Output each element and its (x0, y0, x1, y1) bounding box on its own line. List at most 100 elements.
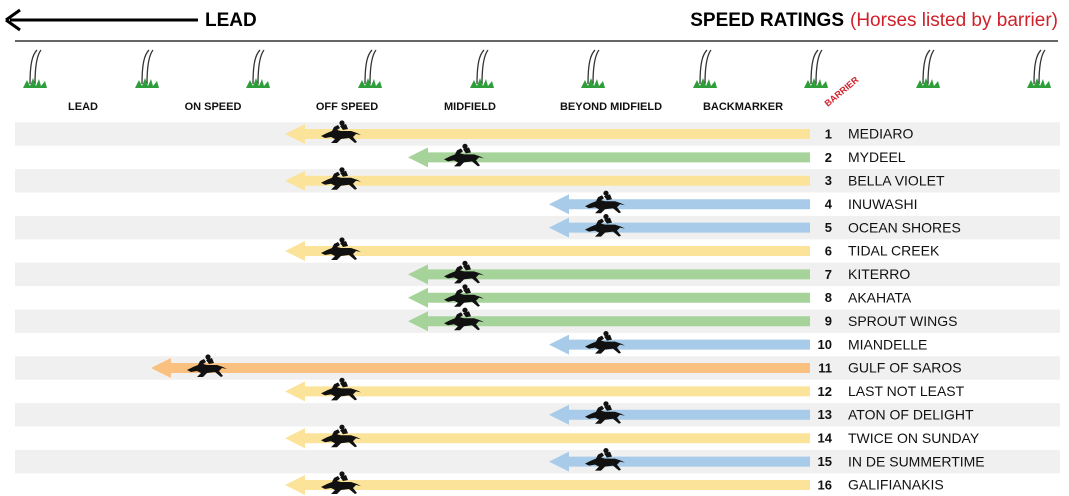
post-stem (587, 49, 600, 85)
jockey (206, 358, 214, 364)
barrier-label: BARRIER (823, 74, 861, 108)
arrow (549, 194, 810, 215)
grass (246, 78, 270, 88)
row: 13 ATON OF DELIGHT (15, 401, 1060, 427)
horse (321, 125, 361, 143)
arrow (408, 147, 810, 168)
post (135, 49, 159, 88)
horse (585, 452, 625, 471)
post (358, 49, 382, 88)
arrow (549, 334, 810, 355)
jockey-head (603, 401, 609, 407)
row: 1 MEDIARO (15, 120, 1060, 146)
horse-name: GULF OF SAROS (848, 360, 962, 376)
grass (470, 78, 494, 88)
column-label: BACKMARKER (703, 101, 783, 113)
grass (23, 78, 47, 88)
horse (321, 242, 361, 260)
grass (358, 78, 382, 88)
horse-name: IN DE SUMMERTIME (848, 453, 985, 469)
arrow (285, 124, 810, 144)
arrow (151, 358, 810, 378)
title: SPEED RATINGS (Horses listed by barrier) (690, 10, 1058, 31)
jockey (340, 124, 348, 130)
grass (916, 78, 940, 88)
barrier-number: 11 (818, 360, 832, 375)
jockey-head (339, 120, 345, 126)
arrow (285, 381, 810, 402)
jockey (340, 475, 348, 481)
arrow (285, 428, 810, 449)
jockey-head (462, 284, 468, 290)
post-stem (476, 49, 489, 85)
grass (804, 78, 828, 88)
jockey (340, 428, 348, 435)
horse (444, 288, 484, 307)
horse (321, 171, 361, 190)
jockey (340, 241, 348, 247)
column-label: ON SPEED (185, 101, 242, 113)
horse (444, 312, 484, 331)
post (916, 49, 940, 88)
horse (321, 429, 361, 448)
row: 14 TWICE ON SUNDAY (285, 424, 980, 449)
jockey-head (462, 307, 468, 313)
jockey-head (462, 260, 468, 266)
horse-name: SPROUT WINGS (848, 313, 957, 329)
post (804, 49, 828, 88)
grass (135, 78, 159, 88)
grass (1027, 78, 1051, 88)
barrier-number: 12 (818, 384, 832, 399)
barrier-number: 5 (825, 220, 832, 235)
arrow (408, 311, 810, 332)
row: 16 GALIFIANAKIS (285, 471, 944, 495)
grass (693, 78, 717, 88)
horse-name: MIANDELLE (848, 336, 927, 352)
row: 4 INUWASHI (549, 190, 917, 215)
post (1027, 49, 1051, 88)
jockey (604, 334, 612, 341)
horse (585, 335, 625, 354)
barrier-number: 4 (825, 197, 833, 212)
post (470, 49, 494, 88)
barrier-number: 16 (818, 477, 832, 492)
jockey (604, 217, 612, 224)
jockey (340, 381, 348, 388)
jockey-head (339, 377, 345, 383)
barrier-number: 3 (825, 173, 832, 188)
column-label: OFF SPEED (316, 101, 378, 113)
arrow (408, 287, 810, 308)
grass (581, 78, 605, 88)
row: 7 KITERRO (15, 260, 1060, 287)
jockey (604, 404, 612, 411)
jockey (463, 287, 471, 294)
subtitle: (Horses listed by barrier) (850, 10, 1058, 31)
title-main: SPEED RATINGS (690, 10, 844, 31)
barrier-number: 10 (818, 337, 832, 352)
jockey-head (339, 167, 345, 173)
row: 10 MIANDELLE (549, 331, 927, 355)
barrier-number: 2 (825, 150, 832, 165)
jockey-head (603, 331, 609, 337)
barrier-number: 8 (825, 290, 832, 305)
post-stem (29, 49, 42, 85)
horse-name: KITERRO (848, 266, 910, 282)
barrier-number: 7 (825, 267, 832, 282)
horse-name: BELLA VIOLET (848, 173, 945, 189)
row: 2 MYDEEL (408, 143, 906, 168)
jockey (604, 194, 612, 201)
post (581, 49, 605, 88)
jockey (463, 311, 471, 318)
horse-name: TIDAL CREEK (848, 243, 940, 259)
post-stem (810, 49, 823, 85)
jockey-head (603, 448, 609, 454)
jockey (463, 147, 471, 154)
column-label: MIDFIELD (444, 101, 496, 113)
jockey-head (339, 237, 345, 243)
jockey (604, 451, 612, 458)
horse-name: TWICE ON SUNDAY (848, 430, 980, 446)
horse-name: AKAHATA (848, 290, 912, 306)
horse-name: GALIFIANAKIS (848, 477, 944, 493)
row: 6 TIDAL CREEK (285, 237, 940, 261)
